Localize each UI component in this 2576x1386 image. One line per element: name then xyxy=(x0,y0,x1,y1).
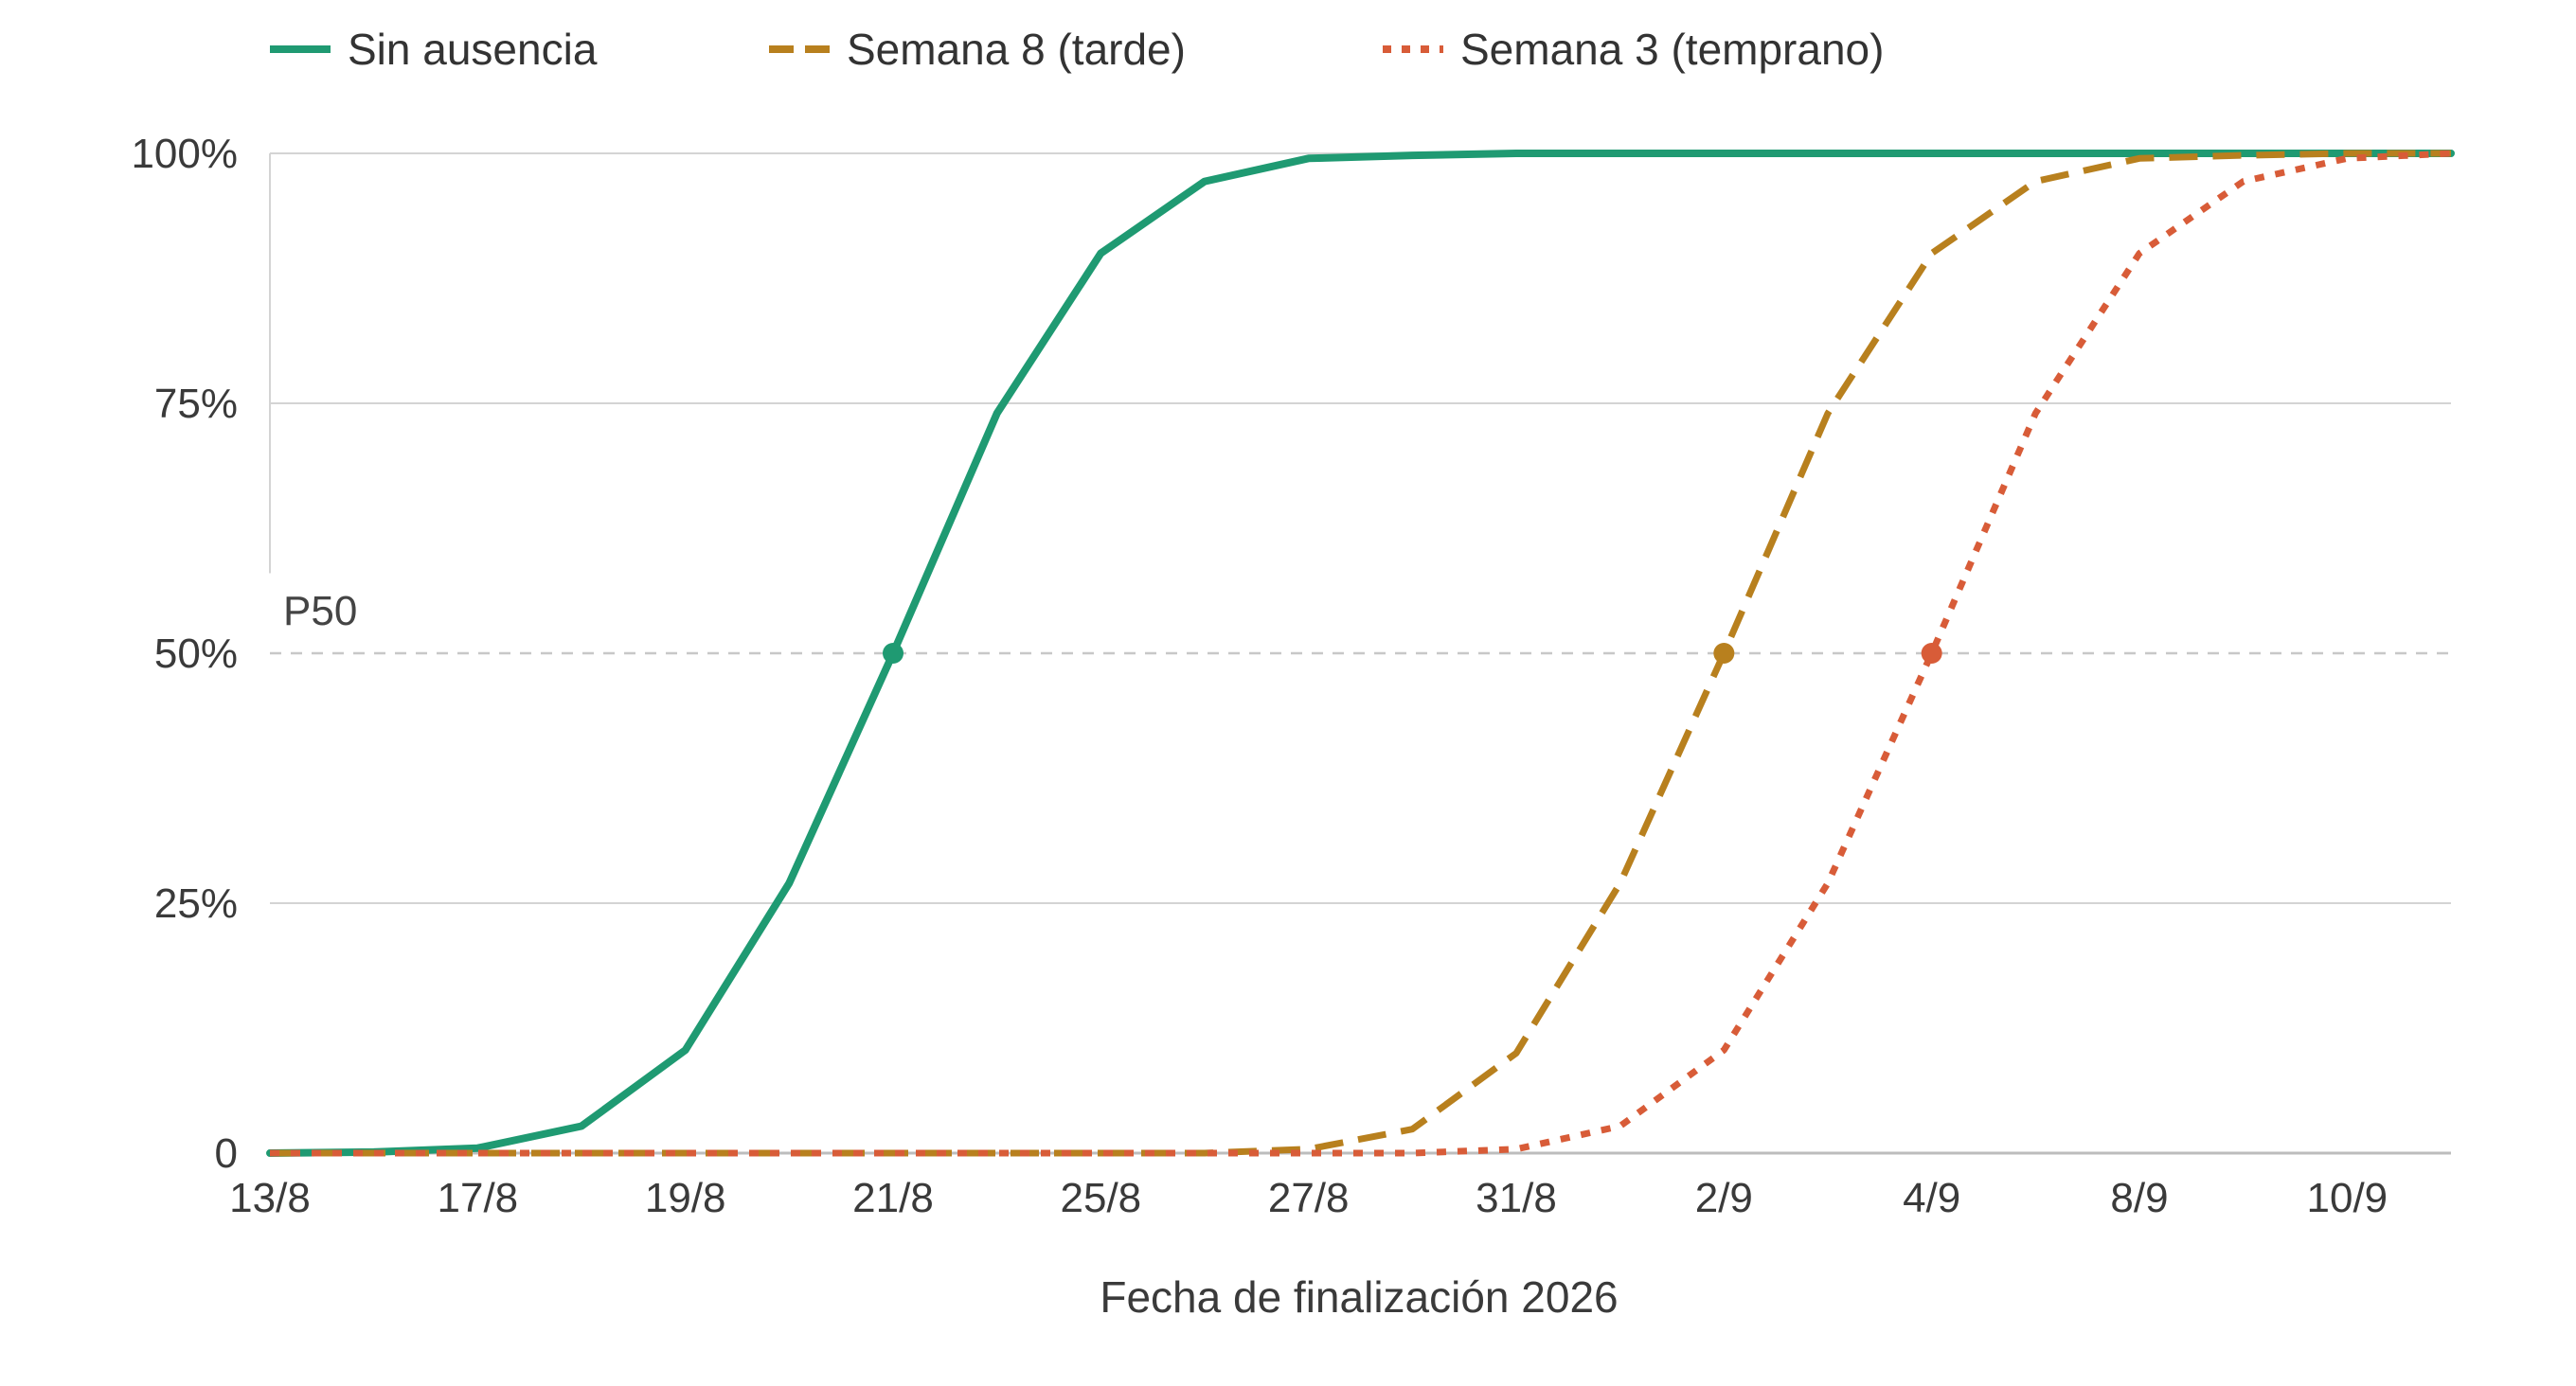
x-tick-label: 13/8 xyxy=(229,1175,311,1221)
legend: Sin ausencia Semana 8 (tarde) Semana 3 (te… xyxy=(270,25,1884,74)
p50-marker-1 xyxy=(883,643,903,664)
series-lines xyxy=(266,150,2455,1157)
x-tick-label: 8/9 xyxy=(2110,1175,2168,1221)
legend-label: Semana 3 (temprano) xyxy=(1460,25,1884,74)
y-tick-label: 100% xyxy=(131,131,238,177)
x-tick-label: 2/9 xyxy=(1695,1175,1753,1221)
x-tick-label: 4/9 xyxy=(1903,1175,1960,1221)
legend-item-1: Sin ausencia xyxy=(270,25,598,74)
x-tick-label: 31/8 xyxy=(1476,1175,1557,1221)
x-tick-label: 19/8 xyxy=(645,1175,726,1221)
legend-item-3: Semana 3 (temprano) xyxy=(1383,25,1884,74)
y-axis-tick-labels: 0 25% 50% 75% 100% xyxy=(131,131,238,1177)
p50-markers xyxy=(883,643,1942,664)
series-line-1 xyxy=(266,150,2455,1157)
legend-item-2: Semana 8 (tarde) xyxy=(769,25,1186,74)
x-axis-title: Fecha de finalización 2026 xyxy=(1100,1272,1618,1322)
x-tick-label: 17/8 xyxy=(438,1175,519,1221)
y-tick-label: 75% xyxy=(154,381,238,427)
series-line-3 xyxy=(270,150,2452,1157)
x-tick-label: 10/9 xyxy=(2307,1175,2388,1221)
x-tick-label: 27/8 xyxy=(1268,1175,1350,1221)
p50-reference: P50 xyxy=(270,588,2451,655)
legend-label: Sin ausencia xyxy=(348,25,598,74)
x-tick-label: 21/8 xyxy=(852,1175,934,1221)
y-tick-label: 50% xyxy=(154,631,238,677)
p50-reference-label: P50 xyxy=(283,588,357,634)
x-axis-tick-labels: 13/8 17/8 19/8 21/8 25/8 27/8 31/8 2/9 4/9 8/9 10/… xyxy=(229,1175,2388,1221)
y-tick-label: 25% xyxy=(154,880,238,927)
p50-marker-2 xyxy=(1713,643,1735,664)
p50-marker-3 xyxy=(1921,643,1942,664)
y-tick-label: 0 xyxy=(215,1130,238,1177)
x-tick-label: 25/8 xyxy=(1061,1175,1142,1221)
legend-label: Semana 8 (tarde) xyxy=(847,25,1186,74)
